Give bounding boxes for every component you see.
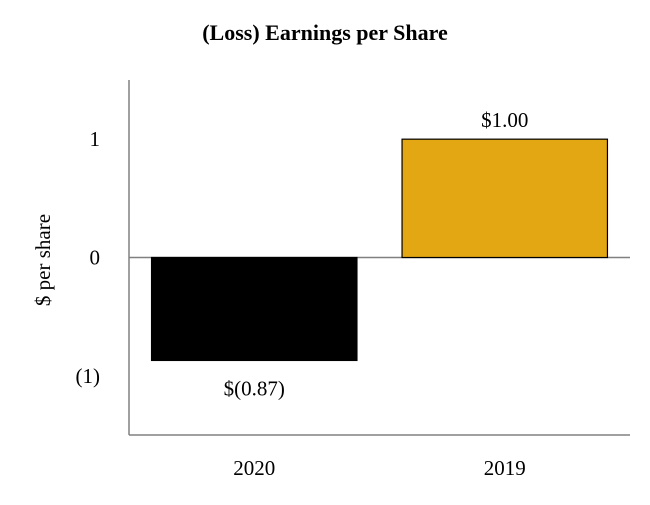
plot-area: 1 0 (1) $(0.87) 2020 $1.00 2019 bbox=[76, 80, 630, 480]
data-label-2019: $1.00 bbox=[481, 108, 528, 132]
chart-title: (Loss) Earnings per Share bbox=[202, 20, 448, 45]
x-tick-label-2019: 2019 bbox=[484, 456, 526, 480]
bar-2020 bbox=[150, 256, 358, 362]
x-tick-label-2020: 2020 bbox=[233, 456, 275, 480]
y-tick-label: (1) bbox=[76, 364, 101, 388]
y-tick-label: 0 bbox=[90, 246, 101, 270]
y-tick-label: 1 bbox=[90, 127, 101, 151]
y-axis-label: $ per share bbox=[31, 214, 55, 306]
data-label-2020: $(0.87) bbox=[224, 376, 285, 400]
bar-2019 bbox=[401, 138, 609, 259]
